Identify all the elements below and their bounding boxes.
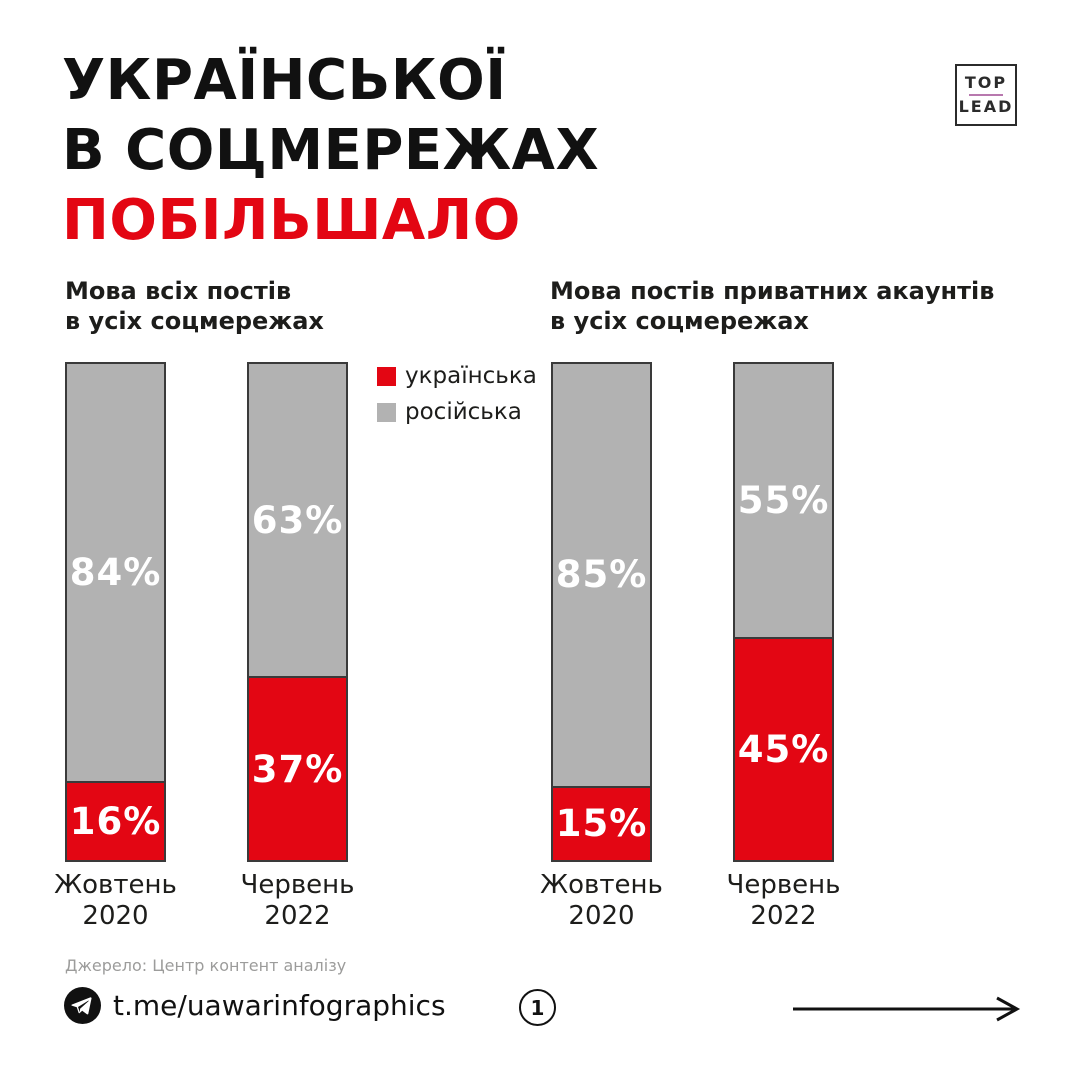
category-label: Жовтень 2020 (54, 870, 177, 931)
segment-value-label: 45% (737, 727, 830, 771)
title-line-3-accent: ПОБІЛЬШАЛО (62, 188, 521, 253)
segment-value-label: 63% (251, 498, 344, 542)
category-label: Жовтень 2020 (540, 870, 663, 931)
chart-all-posts: 84% 16% Жовтень 2020 63% 37% Червень 2022 (54, 362, 355, 932)
telegram-handle-text: t.me/uawarinfographics (113, 989, 446, 1022)
bar-segment-українська: 37% (249, 676, 346, 860)
legend-swatch-russian (377, 402, 396, 422)
page-number-badge: 1 (519, 989, 556, 1026)
legend-label-russian: російська (405, 399, 522, 425)
segment-value-label: 16% (69, 799, 162, 843)
chart-title-all-posts: Мова всіх постів в усіх соцмережах (65, 277, 324, 335)
segment-value-label: 37% (251, 747, 344, 791)
legend-swatch-ukrainian (377, 366, 396, 386)
bar-segment-російська: 84% (67, 364, 164, 781)
bar-segment-українська: 45% (735, 636, 832, 860)
source-note: Джерело: Центр контент аналізу (65, 956, 347, 975)
bar-column: 84% 16% Жовтень 2020 (54, 362, 177, 932)
legend-item-russian: російська (377, 397, 537, 427)
stacked-bar-jun-2022: 63% 37% (247, 362, 348, 862)
telegram-link[interactable]: t.me/uawarinfographics (64, 987, 446, 1024)
bar-column: 85% 15% Жовтень 2020 (540, 362, 663, 932)
logo-divider (969, 94, 1003, 96)
segment-value-label: 84% (69, 550, 162, 594)
bar-column: 63% 37% Червень 2022 (241, 362, 354, 932)
page-title: УКРАЇНСЬКОЇ В СОЦМЕРЕЖАХ ПОБІЛЬШАЛО (62, 46, 599, 256)
bar-segment-російська: 85% (553, 364, 650, 786)
toplead-logo: TOP LEAD (955, 64, 1017, 126)
chart-legend: українська російська (377, 361, 537, 433)
stacked-bar-jun-2022: 55% 45% (733, 362, 834, 862)
chart-title-private-accounts: Мова постів приватних акаунтів в усіх со… (550, 277, 995, 335)
logo-bottom-text: LEAD (958, 97, 1014, 116)
segment-value-label: 85% (555, 553, 648, 597)
next-page-arrow-icon[interactable] (791, 995, 1021, 1023)
bar-segment-українська: 15% (553, 785, 650, 860)
bar-segment-російська: 63% (249, 364, 346, 677)
telegram-icon (64, 987, 101, 1024)
logo-top-text: TOP (964, 73, 1008, 92)
segment-value-label: 15% (555, 802, 648, 846)
title-line-2: В СОЦМЕРЕЖАХ (62, 118, 600, 183)
bar-column: 55% 45% Червень 2022 (727, 362, 840, 932)
segment-value-label: 55% (737, 478, 830, 522)
stacked-bar-oct-2020: 85% 15% (551, 362, 652, 862)
title-line-1: УКРАЇНСЬКОЇ (62, 48, 507, 113)
category-label: Червень 2022 (726, 870, 841, 931)
legend-item-ukrainian: українська (377, 361, 537, 391)
category-label: Червень 2022 (240, 870, 355, 931)
stacked-bar-oct-2020: 84% 16% (65, 362, 166, 862)
chart-private-accounts: 85% 15% Жовтень 2020 55% 45% Червень 2022 (540, 362, 841, 932)
bar-segment-російська: 55% (735, 364, 832, 637)
bar-segment-українська: 16% (67, 780, 164, 860)
legend-label-ukrainian: українська (405, 363, 537, 389)
